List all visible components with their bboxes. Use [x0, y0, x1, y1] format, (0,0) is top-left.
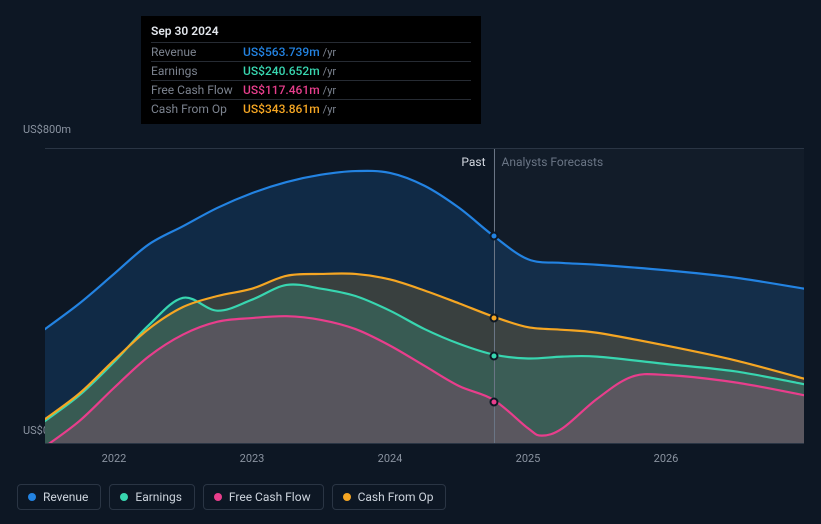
- tooltip-row-label: Earnings: [151, 64, 243, 78]
- legend-item-earnings[interactable]: Earnings: [109, 484, 195, 510]
- tooltip-row-label: Revenue: [151, 45, 243, 59]
- x-axis-label: 2022: [102, 452, 127, 465]
- tooltip-row-revenue: RevenueUS$563.739m/yr: [151, 42, 471, 61]
- tooltip-row-fcf: Free Cash FlowUS$117.461m/yr: [151, 80, 471, 99]
- tooltip-row-earnings: EarningsUS$240.652m/yr: [151, 61, 471, 80]
- forecast-label: Analysts Forecasts: [502, 155, 604, 169]
- marker-fcf: [489, 397, 498, 406]
- financial-chart: US$800m US$0 Past Analysts Forecasts: [17, 126, 804, 444]
- legend-dot-icon: [343, 493, 351, 501]
- tooltip-row-suffix: /yr: [323, 103, 336, 116]
- chart-svg: [45, 149, 804, 443]
- tooltip-row-label: Cash From Op: [151, 102, 243, 116]
- x-axis-label: 2026: [654, 452, 679, 465]
- y-axis-label-max: US$800m: [23, 123, 71, 136]
- tooltip-row-suffix: /yr: [323, 46, 336, 59]
- marker-revenue: [489, 232, 498, 241]
- tooltip-rows: RevenueUS$563.739m/yrEarningsUS$240.652m…: [151, 42, 471, 118]
- tooltip-row-value: US$563.739m: [243, 45, 320, 59]
- tooltip-row-label: Free Cash Flow: [151, 83, 243, 97]
- legend-label: Free Cash Flow: [229, 490, 311, 504]
- tooltip-row-suffix: /yr: [323, 65, 336, 78]
- x-axis-label: 2023: [240, 452, 265, 465]
- past-label: Past: [461, 155, 485, 169]
- legend-dot-icon: [28, 493, 36, 501]
- tooltip-row-value: US$343.861m: [243, 102, 320, 116]
- x-axis-label: 2024: [378, 452, 403, 465]
- legend-dot-icon: [120, 493, 128, 501]
- legend-item-cfo[interactable]: Cash From Op: [332, 484, 447, 510]
- tooltip-row-value: US$117.461m: [243, 83, 320, 97]
- legend-item-revenue[interactable]: Revenue: [17, 484, 101, 510]
- chart-tooltip: Sep 30 2024 RevenueUS$563.739m/yrEarning…: [141, 16, 481, 124]
- legend-item-fcf[interactable]: Free Cash Flow: [203, 484, 324, 510]
- x-axis-label: 2025: [516, 452, 541, 465]
- tooltip-row-value: US$240.652m: [243, 64, 320, 78]
- marker-cfo: [489, 313, 498, 322]
- chart-plot-area[interactable]: Past Analysts Forecasts: [45, 148, 804, 444]
- legend-label: Earnings: [135, 490, 182, 504]
- legend-label: Revenue: [43, 490, 88, 504]
- legend-dot-icon: [214, 493, 222, 501]
- tooltip-row-cfo: Cash From OpUS$343.861m/yr: [151, 99, 471, 118]
- tooltip-date: Sep 30 2024: [151, 24, 471, 42]
- marker-earnings: [489, 351, 498, 360]
- chart-legend: Revenue Earnings Free Cash Flow Cash From O…: [17, 484, 446, 510]
- tooltip-row-suffix: /yr: [323, 84, 336, 97]
- legend-label: Cash From Op: [358, 490, 434, 504]
